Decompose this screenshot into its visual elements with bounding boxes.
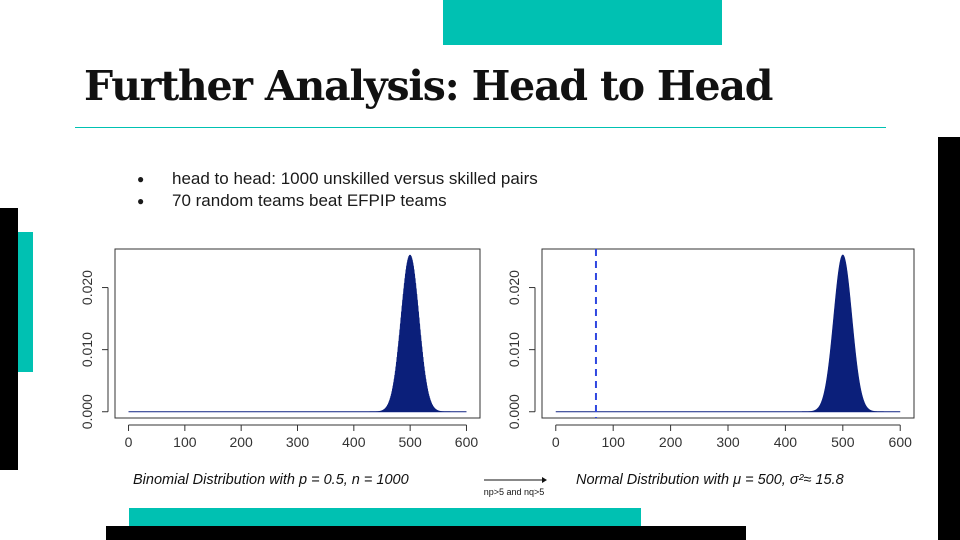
- x-tick-label: 400: [774, 434, 798, 450]
- right-black-bar: [938, 137, 960, 540]
- y-tick-label: 0.000: [79, 394, 95, 429]
- title-underline: [75, 127, 886, 128]
- bottom-black-bar: [106, 526, 746, 540]
- x-tick-label: 300: [286, 434, 310, 450]
- x-tick-label: 500: [398, 434, 422, 450]
- x-tick-label: 600: [889, 434, 913, 450]
- binomial-caption: Binomial Distribution with p = 0.5, n = …: [133, 472, 409, 488]
- binomial-chart: 0 100 200 300 400 500 600 0.000 0.010 0.020: [79, 248, 481, 450]
- x-tick-label: 500: [831, 434, 855, 450]
- y-tick-label: 0.000: [506, 394, 522, 429]
- x-tick-label: 100: [602, 434, 626, 450]
- arrow-label: np>5 and nq>5: [483, 487, 545, 497]
- normal-chart: 0 100 200 300 400 500 600 0.000 0.010 0.020: [506, 248, 915, 450]
- x-tick-label: 0: [552, 434, 560, 450]
- x-tick-label: 200: [229, 434, 253, 450]
- x-tick-label: 0: [125, 434, 133, 450]
- transition-arrow: np>5 and nq>5: [478, 473, 550, 499]
- x-tick-label: 400: [342, 434, 366, 450]
- bottom-teal-bar: [129, 508, 641, 526]
- x-tick-label: 300: [716, 434, 740, 450]
- top-teal-bar: [443, 0, 722, 45]
- plot-frame: [541, 248, 915, 419]
- left-black-bar: [0, 208, 18, 470]
- x-tick-label: 100: [173, 434, 197, 450]
- x-tick-label: 600: [455, 434, 479, 450]
- bullet-item: head to head: 1000 unskilled versus skil…: [137, 168, 538, 190]
- y-tick-label: 0.020: [506, 270, 522, 305]
- density-area: [555, 254, 901, 413]
- y-tick-label: 0.010: [79, 332, 95, 367]
- y-tick-label: 0.010: [506, 332, 522, 367]
- slide-title: Further Analysis: Head to Head: [84, 62, 773, 110]
- left-teal-bar: [18, 232, 33, 372]
- plot-frame: [114, 248, 481, 419]
- y-tick-label: 0.020: [79, 270, 95, 305]
- bullet-list: head to head: 1000 unskilled versus skil…: [137, 168, 538, 212]
- normal-caption: Normal Distribution with μ = 500, σ²≈ 15…: [576, 472, 844, 488]
- arrow-right-icon: [484, 477, 547, 483]
- density-area: [128, 254, 467, 413]
- x-tick-label: 200: [659, 434, 683, 450]
- bullet-item: 70 random teams beat EFPIP teams: [137, 190, 538, 212]
